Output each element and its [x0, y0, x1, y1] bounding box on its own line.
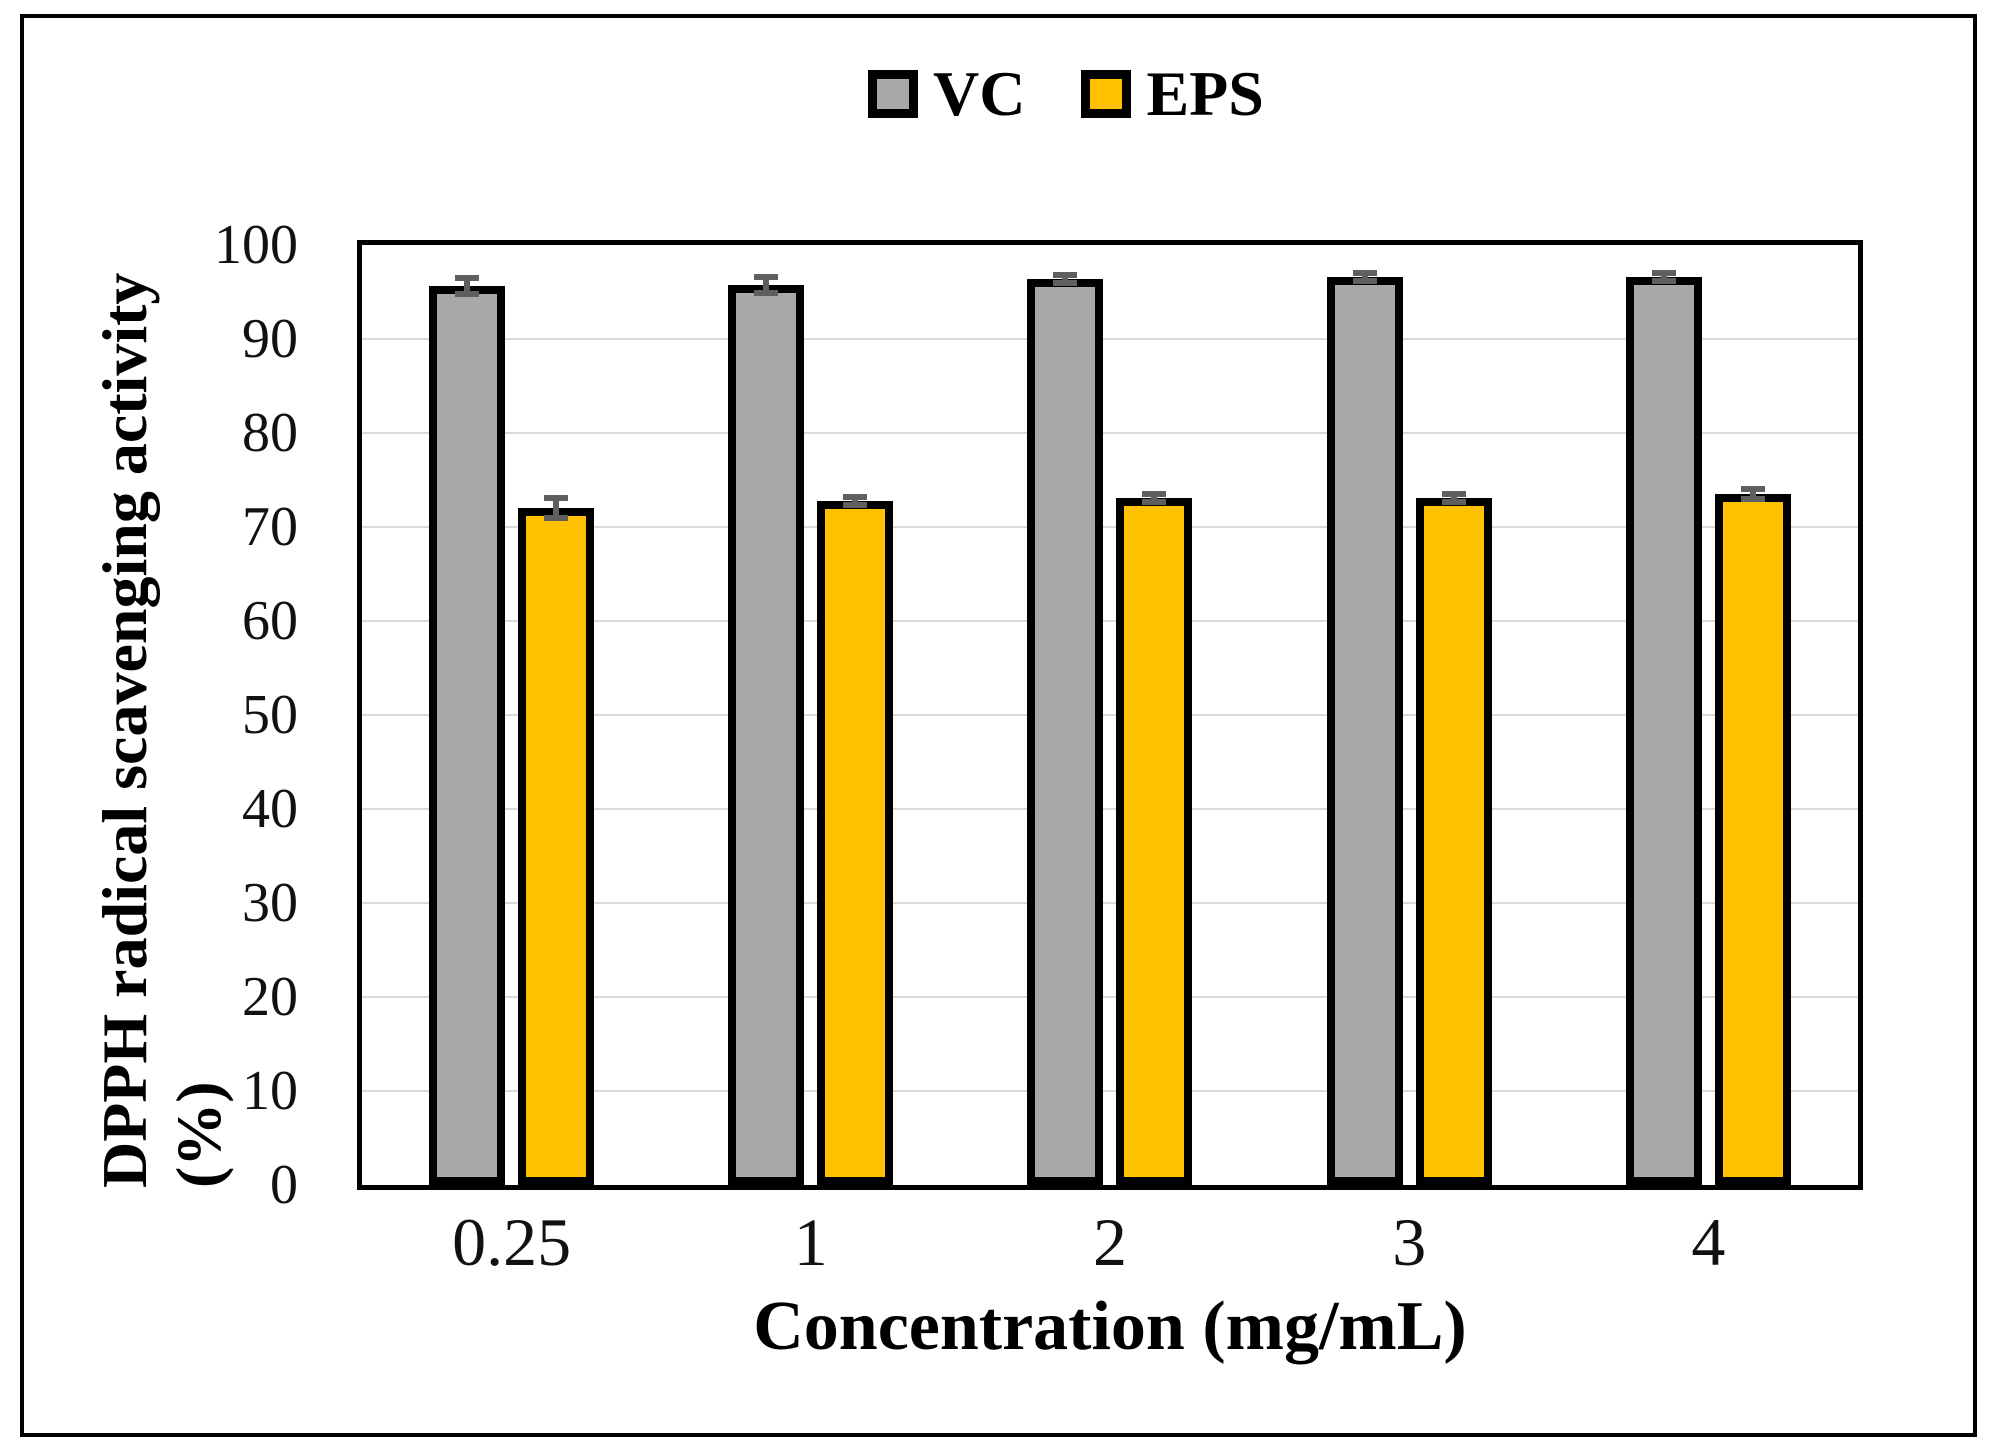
error-bar-line — [553, 495, 560, 521]
y-tick-label-90: 90 — [242, 308, 298, 370]
error-bar-cap — [754, 274, 779, 280]
gridline — [362, 1090, 1858, 1092]
error-bar-line — [1749, 486, 1756, 502]
bar-group-0.25 — [362, 245, 661, 1185]
bar-eps-4 — [1714, 486, 1791, 1185]
error-bar-cap — [1740, 496, 1765, 502]
bar-vc-4 — [1625, 270, 1702, 1185]
legend: VC EPS — [868, 62, 1264, 126]
error-bar-cap — [1053, 280, 1078, 286]
bar-vc-1 — [728, 274, 805, 1185]
error-bar-cap — [455, 275, 480, 281]
gridline — [362, 714, 1858, 716]
error-bar-cap — [544, 515, 569, 521]
y-tick-label-60: 60 — [242, 590, 298, 652]
error-bar-line — [852, 494, 859, 508]
error-bar-line — [1361, 270, 1368, 284]
error-bar-cap — [754, 290, 779, 296]
gridline — [362, 432, 1858, 434]
error-bar-cap — [544, 495, 569, 501]
x-tick-label-3: 3 — [1392, 1204, 1427, 1280]
error-bar-line — [464, 275, 471, 297]
gridline — [362, 620, 1858, 622]
error-bar-cap — [1352, 270, 1377, 276]
bar-eps-0.25 — [518, 495, 595, 1185]
error-bar-cap — [1142, 499, 1167, 505]
bar-group-2 — [960, 245, 1259, 1185]
gridline — [362, 996, 1858, 998]
x-axis-title: Concentration (mg/mL) — [753, 1288, 1467, 1365]
gridline — [362, 902, 1858, 904]
error-bar — [754, 274, 779, 296]
error-bar-cap — [1441, 499, 1466, 505]
legend-item-eps: EPS — [1081, 58, 1264, 129]
bar-group-3 — [1260, 245, 1559, 1185]
legend-item-vc: VC — [868, 62, 1025, 126]
error-bar — [1142, 491, 1167, 505]
y-tick-label-100: 100 — [214, 214, 298, 276]
error-bar — [1352, 270, 1377, 284]
x-tick-label-2: 2 — [1093, 1204, 1127, 1280]
y-tick-label-70: 70 — [242, 496, 298, 558]
error-bar — [544, 495, 569, 521]
error-bar-cap — [1740, 486, 1765, 492]
legend-label-vc: VC — [933, 58, 1026, 129]
error-bar — [1651, 270, 1676, 284]
y-tick-label-50: 50 — [242, 684, 298, 746]
legend-label-eps: EPS — [1146, 58, 1264, 129]
gridline — [362, 338, 1858, 340]
error-bar-line — [1660, 270, 1667, 284]
x-tick-label-1: 1 — [793, 1204, 828, 1280]
error-bar-cap — [1651, 270, 1676, 276]
error-bar-cap — [455, 291, 480, 297]
bar-vc-2 — [1027, 272, 1104, 1185]
error-bar-cap — [1352, 278, 1377, 284]
gridline — [362, 526, 1858, 528]
error-bar-cap — [1441, 491, 1466, 497]
bar-group-4 — [1559, 245, 1858, 1185]
error-bar-cap — [843, 502, 868, 508]
error-bar-cap — [1651, 278, 1676, 284]
gridline — [362, 808, 1858, 810]
error-bar-cap — [843, 494, 868, 500]
bar-vc-3 — [1326, 270, 1403, 1185]
error-bar-cap — [1142, 491, 1167, 497]
x-axis-tick-labels: 0.25 1 2 3 4 — [362, 1208, 1858, 1298]
bar-group-1 — [661, 245, 960, 1185]
error-bar-line — [763, 274, 770, 296]
error-bar-line — [1062, 272, 1069, 286]
plot-area — [357, 240, 1863, 1190]
bar-eps-2 — [1116, 491, 1193, 1185]
error-bar — [1441, 491, 1466, 505]
error-bar-cap — [1053, 272, 1078, 278]
bar-eps-1 — [817, 494, 894, 1185]
y-tick-label-80: 80 — [242, 402, 298, 464]
y-axis-tick-labels: 0 10 20 30 40 50 60 70 80 90 100 — [0, 217, 298, 1213]
x-tick-label-4: 4 — [1691, 1204, 1726, 1280]
bar-eps-3 — [1415, 491, 1492, 1185]
legend-swatch-vc — [868, 70, 918, 118]
error-bar — [455, 275, 480, 297]
y-tick-label-40: 40 — [242, 778, 298, 840]
error-bar-line — [1151, 491, 1158, 505]
x-tick-label-0.25: 0.25 — [452, 1204, 572, 1280]
error-bar-line — [1450, 491, 1457, 505]
error-bar — [1053, 272, 1078, 286]
error-bar — [1740, 486, 1765, 502]
bar-vc-0.25 — [429, 275, 506, 1185]
y-tick-label-0: 0 — [270, 1154, 298, 1216]
y-tick-label-20: 20 — [242, 966, 298, 1028]
y-tick-label-10: 10 — [242, 1060, 298, 1122]
error-bar — [843, 494, 868, 508]
legend-swatch-eps — [1081, 70, 1132, 118]
y-tick-label-30: 30 — [242, 872, 298, 934]
